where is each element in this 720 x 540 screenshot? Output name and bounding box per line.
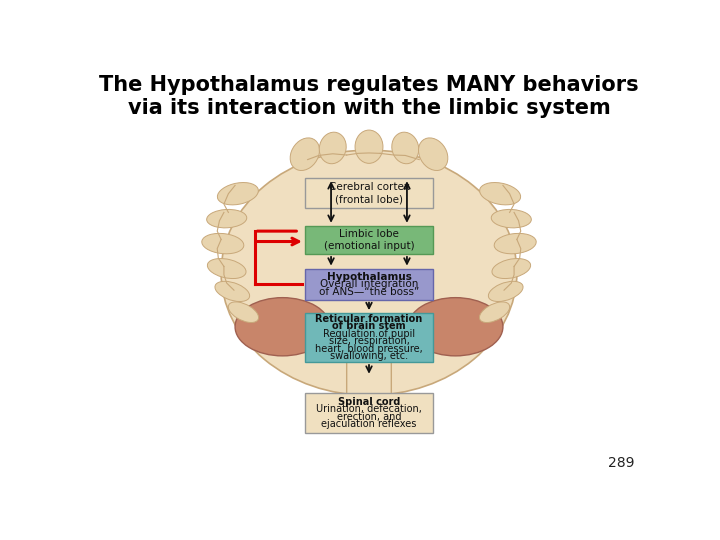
Ellipse shape — [355, 130, 383, 163]
Text: ejaculation reflexes: ejaculation reflexes — [321, 419, 417, 429]
Text: 289: 289 — [608, 456, 634, 470]
Text: Urination, defecation,: Urination, defecation, — [316, 404, 422, 414]
Text: heart, blood pressure,: heart, blood pressure, — [315, 344, 423, 354]
Text: erection, and: erection, and — [337, 412, 401, 422]
Ellipse shape — [290, 138, 320, 171]
Ellipse shape — [480, 302, 510, 322]
Text: Limbic lobe
(emotional input): Limbic lobe (emotional input) — [324, 229, 414, 251]
Text: of brain stem: of brain stem — [332, 321, 406, 332]
Ellipse shape — [207, 259, 246, 279]
Text: The Hypothalamus regulates MANY behaviors
via its interaction with the limbic sy: The Hypothalamus regulates MANY behavior… — [99, 75, 639, 118]
FancyBboxPatch shape — [305, 393, 433, 433]
Text: Cerebral cortex
(frontal lobe): Cerebral cortex (frontal lobe) — [328, 183, 410, 204]
Text: Spinal cord: Spinal cord — [338, 397, 400, 407]
Text: Reticular formation: Reticular formation — [315, 314, 423, 324]
Ellipse shape — [319, 132, 346, 164]
Ellipse shape — [207, 210, 247, 228]
Ellipse shape — [221, 150, 517, 395]
FancyBboxPatch shape — [305, 178, 433, 208]
Ellipse shape — [235, 298, 330, 356]
FancyBboxPatch shape — [305, 226, 433, 254]
Ellipse shape — [492, 259, 531, 279]
Text: Overall integration: Overall integration — [320, 279, 418, 289]
Text: Hypothalamus: Hypothalamus — [327, 272, 411, 282]
Text: swallowing, etc.: swallowing, etc. — [330, 352, 408, 361]
Ellipse shape — [418, 138, 448, 171]
Ellipse shape — [491, 210, 531, 228]
Ellipse shape — [228, 302, 258, 322]
Ellipse shape — [480, 183, 521, 205]
Ellipse shape — [202, 233, 244, 254]
Ellipse shape — [494, 233, 536, 254]
Ellipse shape — [215, 281, 250, 301]
Text: of ANS—“the boss”: of ANS—“the boss” — [319, 287, 419, 296]
Text: Regulation of pupil: Regulation of pupil — [323, 329, 415, 339]
FancyBboxPatch shape — [305, 268, 433, 300]
Ellipse shape — [488, 281, 523, 301]
Ellipse shape — [392, 132, 419, 164]
FancyBboxPatch shape — [347, 354, 392, 408]
Ellipse shape — [217, 183, 258, 205]
FancyBboxPatch shape — [305, 313, 433, 362]
Ellipse shape — [408, 298, 503, 356]
Text: size, respiration,: size, respiration, — [328, 336, 410, 346]
